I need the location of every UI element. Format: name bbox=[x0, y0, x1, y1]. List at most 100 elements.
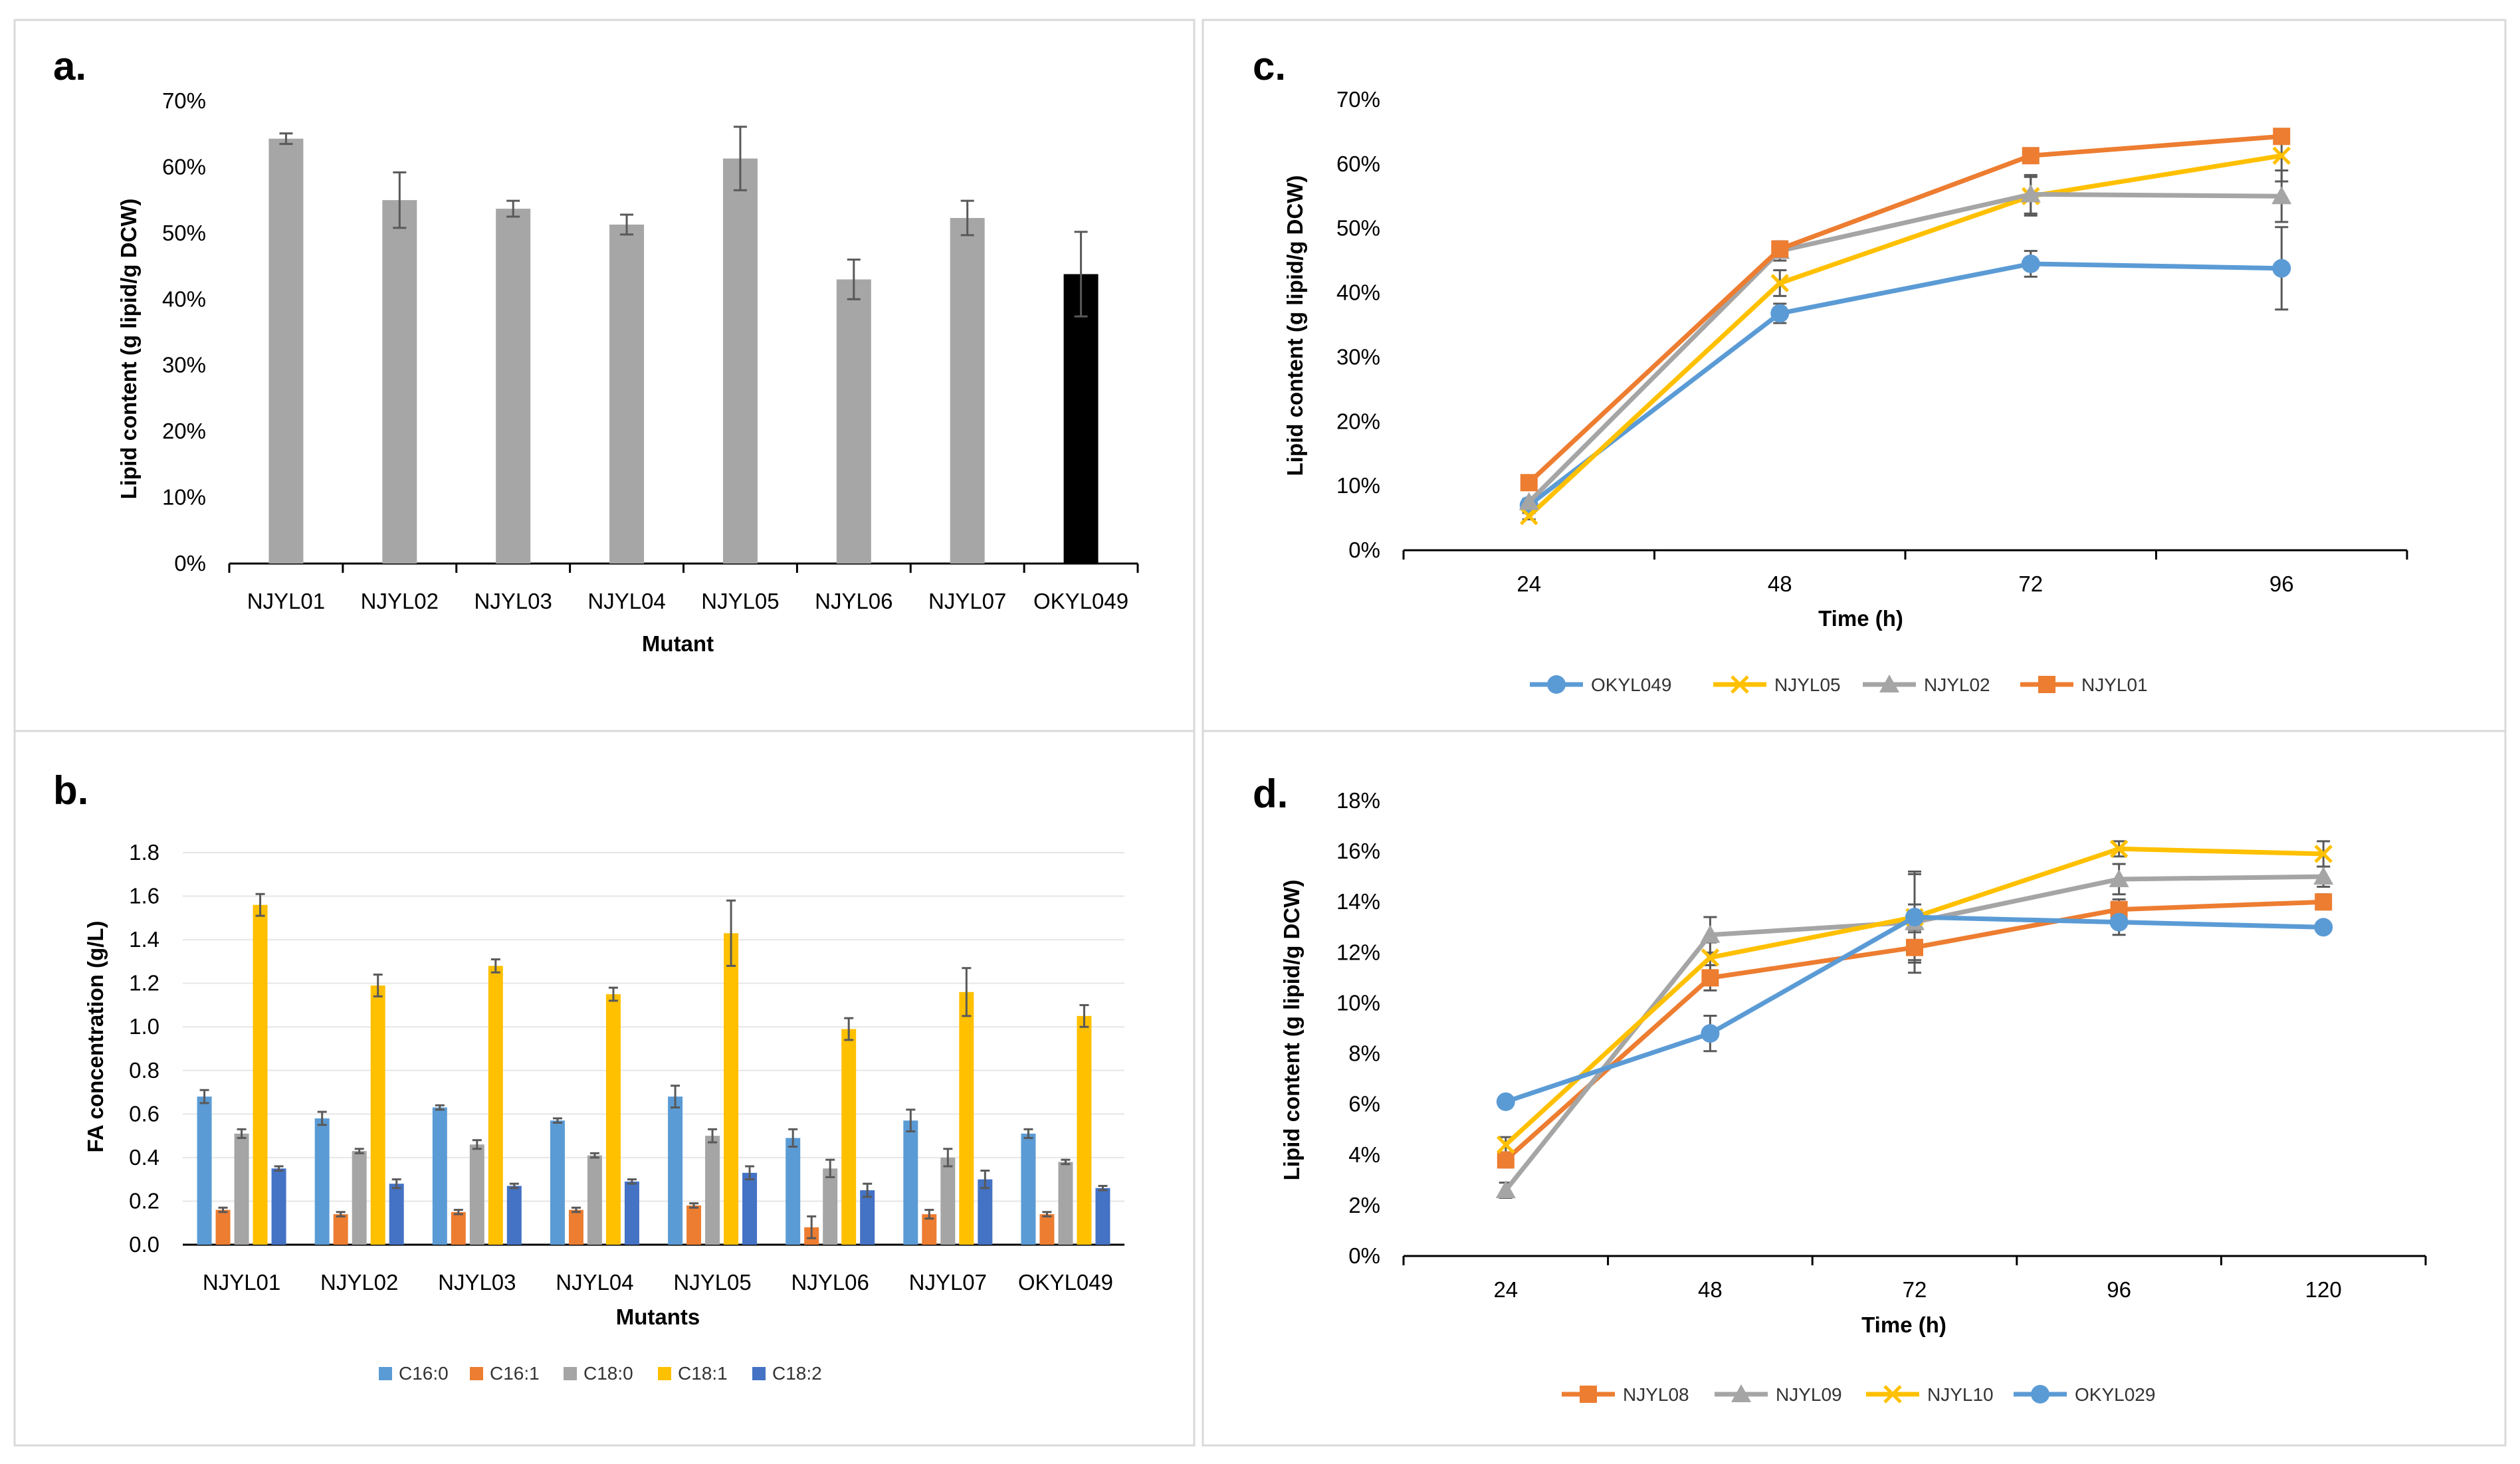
panel-b-bars bbox=[197, 892, 1110, 1245]
bar-C16:0-NJYL01 bbox=[197, 1097, 212, 1245]
bar-C18:0-NJYL03 bbox=[469, 1144, 484, 1245]
point-NJYL09-48 bbox=[1700, 924, 1721, 943]
panel-c-legend: OKYL049 NJYL05 NJYL02 NJYL01 bbox=[1530, 675, 2148, 695]
point-OKYL049-48 bbox=[1770, 304, 1790, 323]
bar-C16:0-NJYL04 bbox=[550, 1120, 565, 1245]
bar-C18:1-NJYL04 bbox=[605, 994, 621, 1245]
y-tick-label: 1.6 bbox=[129, 884, 159, 908]
point-OKYL029-120 bbox=[2314, 918, 2333, 937]
bar-C18:2-NJYL04 bbox=[624, 1181, 639, 1245]
legend-label-NJYL09: NJYL09 bbox=[1776, 1384, 1842, 1405]
bar-NJYL03 bbox=[496, 209, 531, 564]
point-NJYL09-120 bbox=[2313, 867, 2334, 885]
y-tick-label: 20% bbox=[162, 419, 206, 443]
panel-a-xlabel: Mutant bbox=[642, 631, 714, 656]
bar-C18:2-NJYL05 bbox=[742, 1172, 758, 1245]
y-tick-label: 14% bbox=[1336, 889, 1380, 914]
legend-label-NJYL02: NJYL02 bbox=[1924, 675, 1990, 695]
bar-C16:1-NJYL02 bbox=[333, 1214, 348, 1245]
bar-C16:1-NJYL01 bbox=[215, 1209, 231, 1245]
point-NJYL10-48 bbox=[1701, 948, 1720, 967]
bar-NJYL02 bbox=[382, 200, 417, 564]
y-tick-label: 1.4 bbox=[129, 927, 159, 952]
x-tick-label: 96 bbox=[2107, 1277, 2131, 1302]
legend-label-NJYL05: NJYL05 bbox=[1774, 675, 1841, 695]
panel-a-ylabel: Lipid content (g lipid/g DCW) bbox=[116, 199, 141, 500]
legend-swatch-C18:0 bbox=[564, 1367, 577, 1380]
panel-a-bars bbox=[268, 126, 1099, 564]
y-tick-label: 30% bbox=[1336, 344, 1380, 369]
point-NJYL05-48 bbox=[1770, 274, 1790, 292]
point-NJYL08-24 bbox=[1497, 1151, 1515, 1169]
y-tick-label: 0% bbox=[1348, 1243, 1380, 1268]
legend-label-NJYL10: NJYL10 bbox=[1927, 1384, 1994, 1405]
legend-marker-OKYL049 bbox=[1547, 675, 1566, 694]
x-tick-label: NJYL04 bbox=[587, 589, 665, 613]
panel-d-lines bbox=[1495, 839, 2334, 1199]
legend-marker-NJYL01 bbox=[2038, 676, 2055, 693]
x-tick-label: NJYL01 bbox=[203, 1270, 280, 1295]
y-tick-label: 12% bbox=[1336, 940, 1380, 964]
bar-NJYL05 bbox=[722, 158, 758, 564]
bar-NJYL06 bbox=[836, 279, 871, 564]
point-NJYL01-48 bbox=[1771, 240, 1789, 258]
bar-C18:2-NJYL03 bbox=[506, 1186, 522, 1245]
y-tick-label: 0.4 bbox=[129, 1145, 159, 1170]
legend-label-OKYL049: OKYL049 bbox=[1591, 675, 1671, 695]
legend-label-C18:1: C18:1 bbox=[678, 1363, 728, 1384]
bar-C18:1-NJYL03 bbox=[488, 966, 503, 1245]
y-tick-label: 0% bbox=[174, 551, 206, 575]
bar-C18:0-OKYL049 bbox=[1058, 1162, 1073, 1245]
point-NJYL08-72 bbox=[1906, 938, 1923, 956]
x-tick-label: NJYL07 bbox=[909, 1270, 987, 1295]
series-line-OKYL049 bbox=[1527, 261, 2282, 507]
bar-C18:0-NJYL07 bbox=[940, 1157, 956, 1245]
legend-label-C16:0: C16:0 bbox=[399, 1363, 449, 1384]
point-NJYL01-24 bbox=[1520, 474, 1538, 492]
bar-C16:1-OKYL049 bbox=[1039, 1214, 1055, 1245]
x-tick-label: NJYL05 bbox=[701, 589, 779, 613]
point-NJYL02-24 bbox=[1519, 492, 1539, 510]
y-tick-label: 0.6 bbox=[129, 1101, 159, 1126]
panel-a: a. Lipid content (g lipid/g DCW) Mutant … bbox=[13, 19, 1196, 732]
point-NJYL05-96 bbox=[2272, 146, 2291, 165]
bar-C16:1-NJYL05 bbox=[686, 1205, 702, 1245]
panel-b-letter: b. bbox=[53, 768, 88, 813]
y-tick-label: 0.0 bbox=[129, 1232, 159, 1257]
point-OKYL029-72 bbox=[1905, 908, 1924, 927]
y-tick-label: 50% bbox=[162, 221, 206, 245]
panel-b-xlabel: Mutants bbox=[616, 1305, 700, 1329]
legend-swatch-C16:1 bbox=[470, 1367, 483, 1380]
bar-C18:1-NJYL05 bbox=[724, 933, 739, 1245]
legend-swatch-C16:0 bbox=[379, 1367, 392, 1380]
bar-OKYL049 bbox=[1063, 274, 1099, 564]
y-tick-label: 30% bbox=[162, 353, 206, 377]
legend-marker-NJYL05 bbox=[1731, 675, 1749, 694]
x-tick-label: NJYL05 bbox=[673, 1270, 751, 1295]
y-tick-label: 0.8 bbox=[129, 1058, 159, 1083]
panel-a-axes: 0% 10% 20% 30% 40% 50% 60% 70% NJYL01 NJYL02 NJYL0… bbox=[162, 88, 1139, 613]
panel-d-legend: NJYL08 NJYL09 NJYL10 OKYL029 bbox=[1562, 1384, 2155, 1405]
legend-label-C18:0: C18:0 bbox=[583, 1363, 633, 1384]
x-tick-label: NJYL06 bbox=[815, 589, 892, 613]
panel-c-ylabel: Lipid content (g lipid/g DCW) bbox=[1283, 175, 1307, 476]
panel-d-border bbox=[1202, 730, 2507, 1447]
point-NJYL10-96 bbox=[2109, 839, 2129, 859]
point-OKYL049-96 bbox=[2272, 259, 2291, 278]
panel-d-xlabel: Time (h) bbox=[1861, 1312, 1946, 1337]
point-NJYL10-120 bbox=[2314, 845, 2333, 863]
panel-b-border bbox=[13, 730, 1196, 1447]
y-tick-label: 6% bbox=[1348, 1092, 1380, 1116]
bar-C18:1-OKYL049 bbox=[1077, 1015, 1092, 1245]
x-tick-label: NJYL02 bbox=[320, 1270, 398, 1295]
y-tick-label: 18% bbox=[1336, 788, 1380, 813]
y-tick-label: 70% bbox=[1336, 87, 1380, 112]
bar-NJYL01 bbox=[268, 138, 304, 564]
bar-C18:0-NJYL04 bbox=[587, 1155, 602, 1245]
point-OKYL029-48 bbox=[1701, 1024, 1720, 1043]
legend-marker-NJYL02 bbox=[1879, 675, 1899, 692]
bar-C18:2-NJYL06 bbox=[860, 1190, 875, 1245]
y-tick-label: 2% bbox=[1348, 1193, 1380, 1217]
panel-c-letter: c. bbox=[1253, 44, 1286, 88]
y-tick-label: 8% bbox=[1348, 1041, 1380, 1066]
